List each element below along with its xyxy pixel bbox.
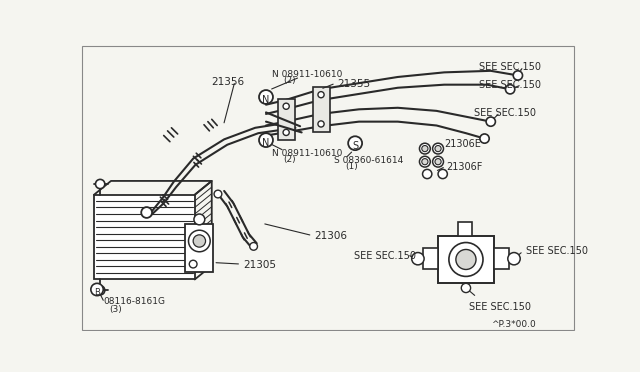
Circle shape — [506, 85, 515, 94]
Text: 21355: 21355 — [337, 78, 371, 89]
Text: 21306: 21306 — [314, 231, 347, 241]
Circle shape — [318, 92, 324, 98]
Text: SEE SEC.150: SEE SEC.150 — [479, 62, 541, 71]
Text: B: B — [94, 288, 100, 297]
Circle shape — [283, 103, 289, 109]
Text: (2): (2) — [283, 155, 296, 164]
Circle shape — [480, 134, 489, 143]
Bar — [458, 222, 472, 235]
Text: N: N — [262, 138, 269, 148]
Text: S 08360-61614: S 08360-61614 — [334, 155, 403, 164]
Circle shape — [461, 283, 470, 293]
Text: (2): (2) — [283, 76, 296, 85]
Bar — [278, 99, 294, 140]
Circle shape — [456, 250, 476, 269]
Bar — [422, 248, 438, 269]
Circle shape — [513, 71, 522, 80]
Text: 21356: 21356 — [212, 77, 245, 87]
Circle shape — [189, 230, 210, 252]
Circle shape — [433, 156, 444, 167]
Bar — [494, 248, 509, 269]
Circle shape — [194, 214, 205, 225]
Text: ^P.3*00.0: ^P.3*00.0 — [491, 320, 536, 329]
Text: N 08911-10610: N 08911-10610 — [272, 70, 342, 79]
Text: 08116-8161G: 08116-8161G — [103, 297, 165, 306]
Circle shape — [91, 283, 103, 296]
Circle shape — [433, 143, 444, 154]
Bar — [312, 87, 330, 132]
Circle shape — [348, 136, 362, 150]
Text: SEE SEC.150: SEE SEC.150 — [527, 246, 588, 256]
Bar — [94, 195, 195, 279]
Circle shape — [141, 207, 152, 218]
Circle shape — [422, 158, 428, 165]
Circle shape — [283, 129, 289, 135]
Circle shape — [250, 243, 257, 250]
Circle shape — [435, 158, 441, 165]
Circle shape — [422, 169, 432, 179]
Text: SEE SEC.150: SEE SEC.150 — [474, 108, 536, 118]
Text: (3): (3) — [109, 305, 122, 314]
Circle shape — [508, 253, 520, 265]
Text: SEE SEC.150: SEE SEC.150 — [479, 80, 541, 90]
Text: SEE SEC.150: SEE SEC.150 — [355, 251, 417, 261]
Circle shape — [259, 133, 273, 147]
Circle shape — [438, 169, 447, 179]
Circle shape — [95, 179, 105, 189]
Circle shape — [189, 260, 197, 268]
Circle shape — [259, 90, 273, 104]
Text: (1): (1) — [345, 162, 358, 171]
Text: N 08911-10610: N 08911-10610 — [272, 148, 342, 158]
Text: 21306F: 21306F — [446, 162, 482, 172]
Circle shape — [422, 145, 428, 152]
Text: SEE SEC.150: SEE SEC.150 — [469, 302, 531, 312]
Circle shape — [419, 156, 430, 167]
Circle shape — [193, 235, 205, 247]
Text: N: N — [262, 95, 269, 105]
Text: 21305: 21305 — [243, 260, 276, 270]
Text: S: S — [352, 141, 358, 151]
Circle shape — [486, 117, 495, 126]
Circle shape — [419, 143, 430, 154]
Circle shape — [318, 121, 324, 127]
Text: 21306E: 21306E — [444, 139, 481, 148]
Bar — [186, 224, 213, 272]
Bar — [438, 235, 494, 283]
Circle shape — [412, 253, 424, 265]
Circle shape — [449, 243, 483, 276]
Circle shape — [95, 286, 105, 295]
Circle shape — [214, 190, 222, 198]
Circle shape — [435, 145, 441, 152]
